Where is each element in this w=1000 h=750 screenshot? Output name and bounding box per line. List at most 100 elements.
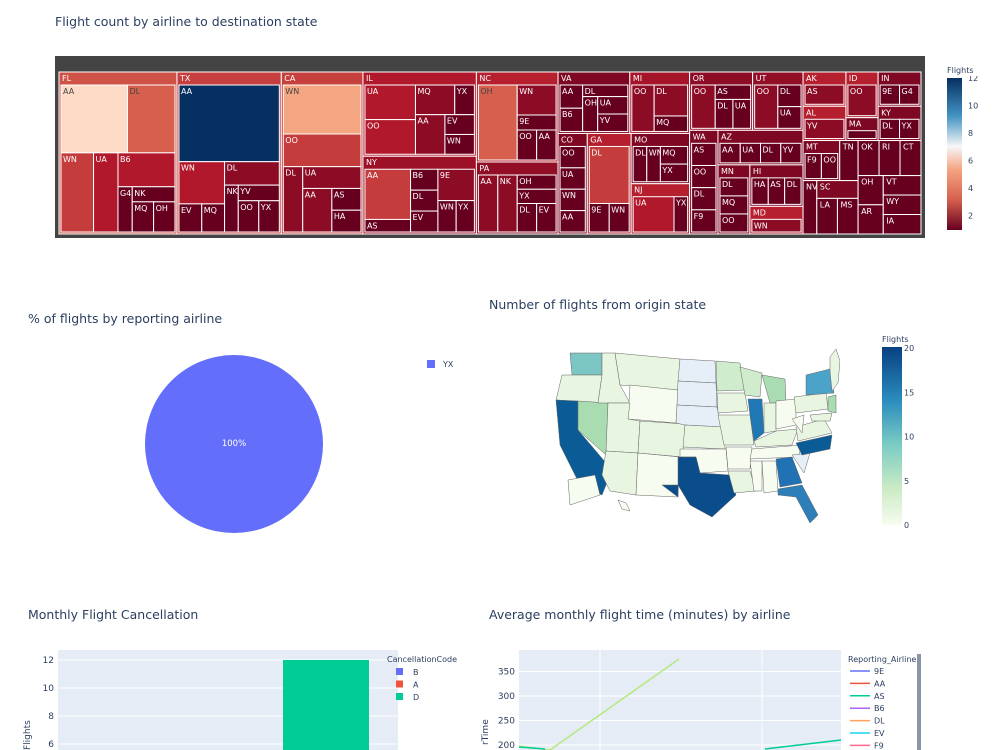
treemap-state-pa[interactable]: PA AA NK OH YX DL EV [475,161,559,235]
treemap-airline-box[interactable] [364,119,416,155]
state-nc[interactable] [795,434,833,456]
treemap-airline-box[interactable] [899,118,920,140]
treemap-airline-box[interactable] [282,84,362,135]
treemap-state-va[interactable]: VA AA B6 DL OH UA YV [557,71,631,134]
treemap-airline-box[interactable] [732,98,752,129]
treemap-airline-box[interactable] [178,84,280,163]
treemap-state-ar[interactable]: AR [857,204,884,235]
treemap-state-ga[interactable]: GA DL 9E WN [586,132,632,235]
state-ne[interactable] [675,404,723,428]
treemap-state-ok[interactable]: OK [857,140,880,177]
state-mt[interactable] [614,352,681,391]
state-md[interactable] [809,412,833,422]
treemap-airline-box[interactable] [804,84,845,105]
treemap-airline-box[interactable] [282,133,362,168]
treemap-state-ma[interactable]: MA [845,117,879,142]
treemap-airline-box[interactable] [93,152,119,233]
state-mi[interactable] [761,374,787,404]
treemap-state-in[interactable]: IN 9E G4 [877,71,922,107]
treemap-state-mi[interactable]: MI OO DL MQ [629,71,691,134]
state-co[interactable] [637,420,686,458]
state-va[interactable] [795,418,833,442]
treemap-state-wy[interactable]: WY [882,194,922,216]
treemap-airline-box[interactable] [536,203,557,233]
treemap-airline-box[interactable] [847,130,877,140]
state-il[interactable] [747,398,765,442]
treemap-airline-box[interactable] [777,106,802,129]
state-wy[interactable] [627,384,679,424]
treemap-state-ny[interactable]: NY AA AS B6 DL EV 9E WN YX [362,155,477,235]
treemap-airline-box[interactable] [60,84,128,154]
state-az[interactable] [601,450,639,496]
state-ia[interactable] [716,392,749,414]
treemap-state-la[interactable]: LA [816,197,838,235]
line-series-as-a[interactable] [518,746,546,750]
treemap-airline-box[interactable] [820,153,839,180]
bar-legend-swatch[interactable] [396,693,403,700]
treemap-airline-box[interactable] [804,118,845,140]
state-or[interactable] [555,374,603,404]
state-ms[interactable] [749,460,763,492]
treemap-airline-box[interactable] [784,177,802,205]
treemap-airline-box[interactable] [444,133,475,155]
treemap-state-ca[interactable]: CA WN OO DL UA AA AS HA [280,71,364,235]
treemap-airline-box[interactable] [302,187,333,233]
treemap-state-il[interactable]: IL UA OO MQ YX AA EV WN [362,71,477,157]
treemap-airline-box[interactable] [331,209,362,233]
treemap-airline-box[interactable] [364,84,416,121]
treemap-airline-box[interactable] [653,115,689,132]
treemap-airline-box[interactable] [653,84,689,117]
treemap-state-mo[interactable]: MO DL WN MQ YX [630,132,691,185]
treemap-airline-box[interactable] [780,142,802,164]
treemap-state-or[interactable]: OR OO AS DL UA [689,71,754,131]
treemap-state-ky[interactable]: KY DL YX [877,105,922,142]
treemap-airline-box[interactable] [414,114,446,155]
state-in[interactable] [763,402,777,434]
state-ak[interactable] [567,474,601,506]
treemap-airline-box[interactable] [899,84,920,105]
treemap-state-tn[interactable]: TN [839,140,859,182]
treemap-state-nv[interactable]: NV [802,180,818,235]
treemap-airline-box[interactable] [751,218,802,233]
treemap-airline-box[interactable] [659,163,689,183]
treemap-state-vt[interactable]: VT [882,175,922,196]
treemap-state-oh[interactable]: OH [857,175,884,206]
us-choropleth-map[interactable] [540,345,840,525]
treemap-airline-box[interactable] [847,84,877,117]
state-ga[interactable] [775,456,803,488]
state-sc[interactable] [791,452,811,474]
treemap-airline-box[interactable] [126,84,176,154]
bar-legend-swatch[interactable] [396,680,403,688]
treemap-state-hi[interactable]: HI HA AS DL [749,164,804,207]
bar-legend-swatch[interactable] [396,668,403,675]
treemap-state-az[interactable]: AZ AA UA DL YV [717,129,804,166]
state-mn[interactable] [715,360,746,392]
treemap-state-md[interactable]: MD WN [749,205,804,235]
treemap-state-wa[interactable]: WA AS OO DL F9 [689,129,719,235]
treemap-state-ct[interactable]: CT [899,140,922,177]
treemap-airline-box[interactable] [673,196,689,233]
treemap-state-al[interactable]: AL YV [802,105,847,142]
treemap-state-mn[interactable]: MN DL MQ OO [717,164,751,235]
treemap-airline-box[interactable] [597,113,629,132]
treemap-state-ms[interactable]: MS [836,197,859,235]
pie-legend-swatch[interactable] [427,360,435,368]
flight-time-line-chart[interactable]: 350 300 250 200 rTime Reporting_Airline 9E AA AS… [475,645,1000,750]
state-ar[interactable] [725,446,753,470]
treemap-airline-box[interactable] [364,168,412,220]
treemap-airline-box[interactable] [437,168,475,202]
state-wa[interactable] [569,352,603,376]
pie-chart[interactable]: 100% [130,340,340,550]
state-pa[interactable] [793,392,829,414]
bar-series-d[interactable] [283,660,369,750]
state-wi[interactable] [739,366,763,398]
treemap-state-sc[interactable]: SC [816,180,859,199]
pie-slice-yx[interactable] [145,355,323,533]
treemap-airline-box[interactable] [455,200,475,233]
state-ky[interactable] [753,428,799,448]
treemap-airline-box[interactable] [719,213,749,233]
cancellation-bar-chart[interactable]: 12 10 8 6 Flights [20,645,470,750]
state-sd[interactable] [676,380,718,408]
state-mo[interactable] [717,414,755,446]
